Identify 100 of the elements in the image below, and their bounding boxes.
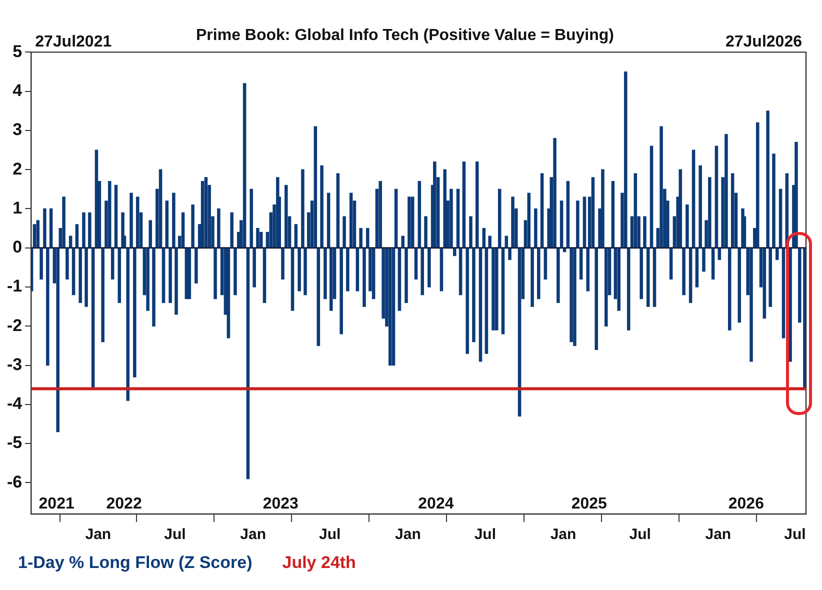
bar xyxy=(560,200,564,248)
bar xyxy=(356,248,360,292)
bar xyxy=(678,169,682,248)
bar xyxy=(130,192,133,248)
bar xyxy=(692,150,696,248)
bar xyxy=(601,169,604,248)
x2-tick-label: 2025 xyxy=(571,495,608,512)
bar xyxy=(762,248,766,319)
bar xyxy=(724,134,728,248)
x-tick-label: Jan xyxy=(240,526,266,544)
bar xyxy=(617,248,620,311)
x2-tick-label: 2026 xyxy=(728,495,764,512)
x-tick-label: Jul xyxy=(319,526,341,544)
bar xyxy=(204,177,208,248)
bar xyxy=(730,173,734,248)
y-tick-label: -4 xyxy=(6,394,23,414)
bar xyxy=(695,248,699,288)
bar xyxy=(660,126,663,248)
bar xyxy=(62,196,66,248)
bar xyxy=(594,248,598,350)
bar xyxy=(698,165,702,248)
y-tick-label: -5 xyxy=(6,433,22,452)
bar xyxy=(349,192,353,248)
y-tick-label: 1 xyxy=(12,198,22,218)
y-tick-label: 3 xyxy=(12,120,22,140)
x2-tick-label: 2021 xyxy=(38,495,74,512)
bar xyxy=(711,248,715,280)
bar xyxy=(320,165,324,248)
bar xyxy=(314,126,318,248)
bar xyxy=(40,248,43,280)
bar xyxy=(450,188,453,248)
bar xyxy=(540,173,544,248)
bar xyxy=(284,184,288,248)
bar xyxy=(475,161,479,248)
bar xyxy=(188,248,192,300)
bar xyxy=(433,161,436,248)
bar xyxy=(466,248,469,354)
bar xyxy=(518,248,522,416)
bar xyxy=(443,169,446,248)
bar xyxy=(756,122,760,248)
bar xyxy=(194,248,198,284)
bar xyxy=(36,220,40,248)
text: 1-Day % Long Flow (Z Score) xyxy=(18,553,252,573)
bar xyxy=(453,248,456,256)
bar xyxy=(49,208,53,248)
bar xyxy=(234,248,237,296)
bar xyxy=(566,181,570,248)
bar xyxy=(324,248,327,300)
bar xyxy=(714,146,718,248)
bar xyxy=(582,196,586,248)
bar xyxy=(556,248,560,303)
bar xyxy=(782,248,786,338)
bar xyxy=(794,142,798,248)
bar xyxy=(728,248,732,330)
bar xyxy=(78,248,82,303)
bar xyxy=(114,184,118,248)
bar xyxy=(290,248,294,311)
bar xyxy=(217,208,220,248)
bar xyxy=(682,248,686,296)
bar xyxy=(226,248,230,338)
bar xyxy=(488,236,492,248)
bar xyxy=(570,248,573,342)
bar xyxy=(424,216,428,248)
x-tick-label: Jan xyxy=(550,526,576,544)
bar xyxy=(388,248,392,366)
bar xyxy=(401,236,404,248)
bar xyxy=(294,224,298,248)
bar xyxy=(591,177,595,248)
bar xyxy=(604,248,608,326)
bar xyxy=(94,150,98,248)
chart-title: Prime Book: Global Info Tech (Positive Value = Buying) xyxy=(196,27,614,44)
bar xyxy=(200,181,204,248)
x-tick-label: Jan xyxy=(85,526,112,544)
bar xyxy=(162,248,166,303)
bar xyxy=(478,248,482,362)
bar xyxy=(776,248,779,260)
x-tick-label: Jul xyxy=(784,526,806,544)
x-tick-label: Jul xyxy=(629,526,651,544)
bar xyxy=(410,196,414,248)
bar xyxy=(242,83,246,248)
bar xyxy=(650,146,654,248)
y-tick-label: -2 xyxy=(6,316,22,335)
x-tick-label: Jan xyxy=(705,526,732,544)
ref-line-label: July 24th xyxy=(282,553,356,573)
bar xyxy=(336,173,340,248)
bar xyxy=(544,248,548,280)
bar xyxy=(72,248,76,296)
y-tick-label: -6 xyxy=(6,472,22,492)
bar xyxy=(66,248,69,280)
bar xyxy=(530,248,534,307)
bar xyxy=(750,248,753,362)
bar xyxy=(440,248,444,292)
bar xyxy=(184,248,188,300)
bar xyxy=(686,204,689,248)
bar xyxy=(772,154,776,248)
y-tick-label: -1 xyxy=(6,276,22,296)
bar xyxy=(281,248,284,280)
text: 27Jul2026 xyxy=(725,34,802,51)
x2-tick-label: 2022 xyxy=(106,495,142,512)
bar xyxy=(579,248,583,280)
